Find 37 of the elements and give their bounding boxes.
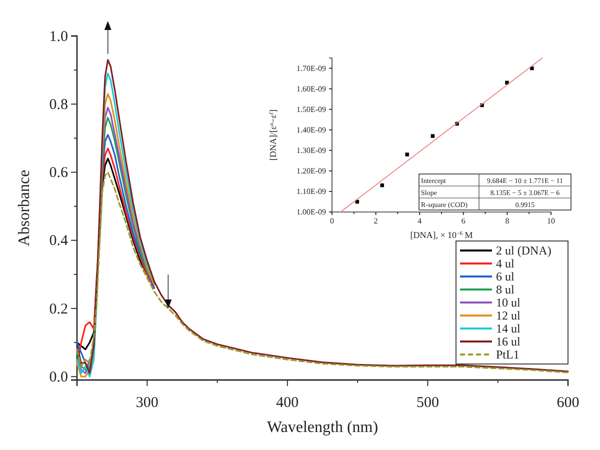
x-tick-label: 6 <box>461 216 466 226</box>
x-tick-label: 4 <box>418 216 422 226</box>
y-tick-label: 1.20E-09 <box>296 166 326 176</box>
y-axis-title: Absorbance <box>16 170 33 246</box>
y-tick-label: 0.8 <box>49 96 68 113</box>
legend-label: 14 ul <box>496 322 521 336</box>
x-tick-label: 8 <box>505 216 510 226</box>
legend-label: 8 ul <box>496 282 515 296</box>
x-tick-label: 500 <box>416 395 439 411</box>
legend-label: 12 ul <box>496 308 521 322</box>
x-axis-title: Wavelength (nm) <box>266 419 378 436</box>
line-series <box>76 59 569 374</box>
x-tick-label: 600 <box>556 395 580 411</box>
y-tick-label: 1.00E-09 <box>296 208 326 217</box>
y-tick-label: 0.0 <box>49 369 68 386</box>
x-tick-label: 10 <box>547 216 555 226</box>
y-tick-label: 1.60E-09 <box>296 84 326 94</box>
x-tick-label: 300 <box>136 395 158 411</box>
y-tick-label: 0.2 <box>49 301 68 318</box>
legend-label: PtL1 <box>496 348 520 362</box>
x-axis-title: [DNA], × 10$^{−6}$ M <box>410 230 473 240</box>
legend-label: 10 ul <box>496 296 521 310</box>
x-tick-label: 2 <box>374 216 378 226</box>
y-tick-label: 1.10E-09 <box>296 187 326 196</box>
y-tick-label: 1.40E-09 <box>296 125 326 134</box>
x-tick-label: 400 <box>276 395 299 411</box>
y-tick-label: 0.4 <box>49 233 68 250</box>
y-tick-label: 0.6 <box>49 165 68 182</box>
x-tick-label: 0 <box>330 216 334 226</box>
y-tick-label: 1.70E-09 <box>296 64 326 73</box>
legend-label: 4 ul <box>496 256 515 270</box>
y-tick-label: 1.0 <box>49 28 68 45</box>
legend-label: 2 ul (DNA) <box>496 244 552 258</box>
legend-label: 16 ul <box>496 334 521 348</box>
y-tick-label: 1.50E-09 <box>296 104 326 114</box>
legend-label: 6 ul <box>496 270 515 284</box>
y-tick-label: 1.30E-09 <box>296 146 326 155</box>
